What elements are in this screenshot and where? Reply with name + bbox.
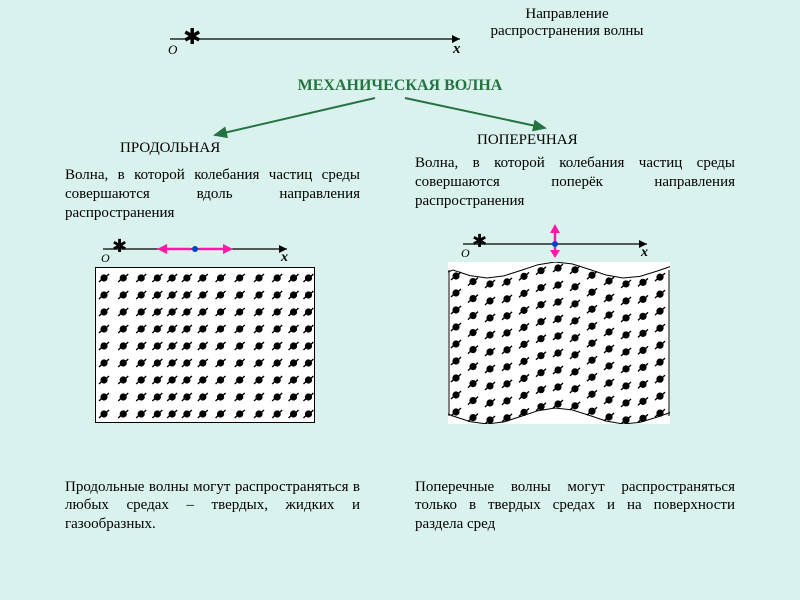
axis-transverse: О ✱ х xyxy=(455,222,655,258)
axis-x-label: х xyxy=(453,41,461,58)
top-propagation-axis: О ✱ х xyxy=(160,24,470,54)
note-longitudinal: Продольные волны могут распространяться … xyxy=(65,478,360,533)
grid-transverse xyxy=(448,262,670,424)
direction-label: Направление распространения волны xyxy=(487,6,647,41)
asterisk-icon: ✱ xyxy=(472,231,487,252)
axis-longitudinal: О ✱ х xyxy=(95,234,295,264)
asterisk-icon: ✱ xyxy=(112,236,127,257)
axis-x-label: х xyxy=(281,250,288,266)
axis-origin-label: О xyxy=(101,251,110,266)
main-title: МЕХАНИЧЕСКАЯ ВОЛНА xyxy=(0,77,800,95)
grid-longitudinal xyxy=(95,267,315,423)
axis-x-label: х xyxy=(641,245,648,261)
axis-origin-label: О xyxy=(168,42,177,58)
subhead-longitudinal: ПРОДОЛЬНАЯ xyxy=(120,140,220,157)
axis-origin-label: О xyxy=(461,246,470,261)
asterisk-icon: ✱ xyxy=(183,24,201,50)
definition-transverse: Волна, в которой колебания частиц среды … xyxy=(415,154,735,210)
subhead-transverse: ПОПЕРЕЧНАЯ xyxy=(477,132,578,149)
definition-longitudinal: Волна, в которой колебания частиц среды … xyxy=(65,166,360,222)
note-transverse: Поперечные волны могут распространяться … xyxy=(415,478,735,533)
